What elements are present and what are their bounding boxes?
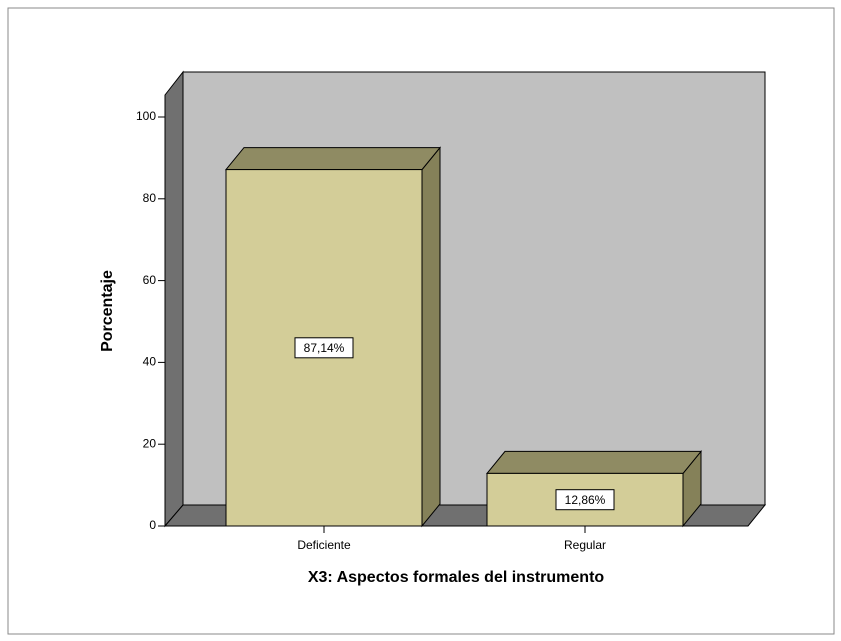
value-label: 12,86% <box>565 493 606 507</box>
bar-top <box>485 450 703 474</box>
x-tick-label: Regular <box>564 538 606 552</box>
y-tick-label: 20 <box>143 436 157 450</box>
value-label-box <box>294 337 354 359</box>
y-tick-label: 60 <box>143 273 157 287</box>
y-tick-label: 0 <box>149 518 156 532</box>
y-tick-label: 100 <box>136 109 156 123</box>
value-label-box <box>555 489 615 511</box>
bar-side <box>421 146 441 528</box>
y-axis-label: Porcentaje <box>99 270 116 352</box>
value-label: 87,14% <box>304 341 345 355</box>
x-axis-label: X3: Aspectos formales del instrumento <box>308 569 605 586</box>
y-tick-label: 80 <box>143 191 157 205</box>
side-wall <box>164 70 184 528</box>
bar-top <box>224 147 442 171</box>
y-tick-label: 40 <box>143 355 157 369</box>
x-tick-label: Deficiente <box>297 538 351 552</box>
